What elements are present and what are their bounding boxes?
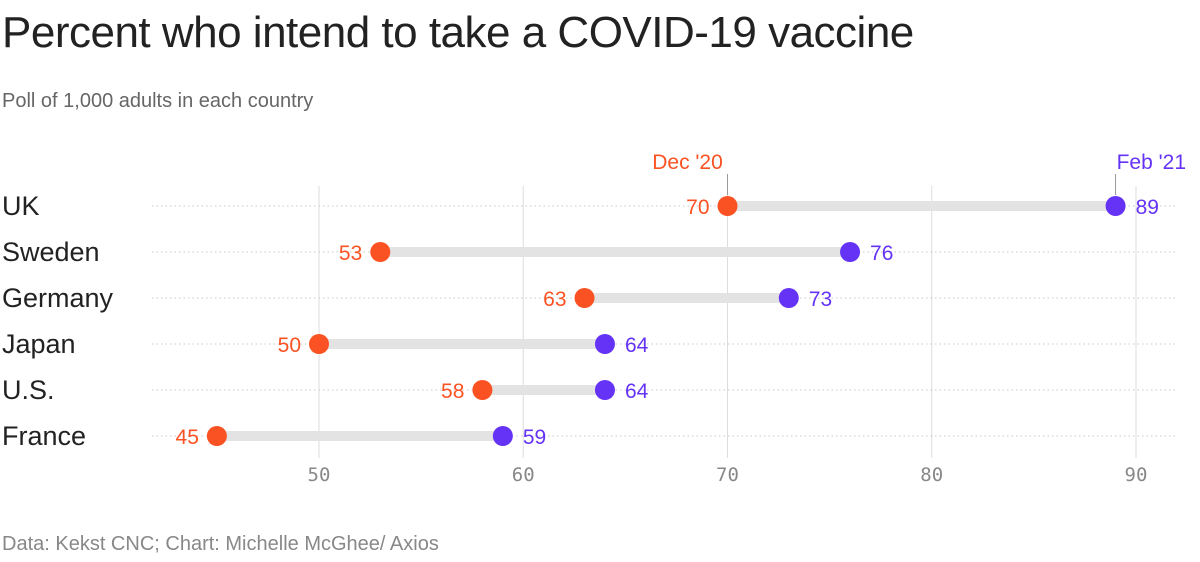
value-label-dec: 50 <box>278 334 301 357</box>
series-label-feb: Feb '21 <box>1117 151 1186 174</box>
x-tick-label: 80 <box>920 464 943 486</box>
series-labels: Dec '20 Feb '21 <box>652 151 1186 195</box>
category-label: U.S. <box>2 375 55 405</box>
value-label-dec: 70 <box>686 196 709 219</box>
row-sweden: Sweden 53 76 <box>2 237 1178 267</box>
value-label-dec: 53 <box>339 242 362 265</box>
category-label: France <box>2 421 86 451</box>
source-note: Data: Kekst CNC; Chart: Michelle McGhee/… <box>2 533 439 555</box>
dot-dec <box>206 426 227 446</box>
category-label: Sweden <box>2 237 100 267</box>
x-tick-label: 50 <box>308 464 331 486</box>
x-axis-ticks: 50 60 70 80 90 <box>308 464 1148 486</box>
value-label-feb: 89 <box>1136 196 1159 219</box>
dot-dec <box>717 196 738 216</box>
dot-feb <box>594 380 615 400</box>
row-france: France 45 59 <box>2 421 1178 451</box>
row-japan: Japan 50 64 <box>2 329 1178 359</box>
row-germany: Germany 63 73 <box>2 283 1178 313</box>
dot-feb <box>840 242 861 262</box>
category-label: Germany <box>2 283 114 313</box>
value-label-feb: 76 <box>870 242 893 265</box>
dot-dec <box>574 288 595 308</box>
value-label-feb: 73 <box>809 288 832 311</box>
category-label: UK <box>2 191 40 221</box>
dot-dec <box>309 334 329 354</box>
category-label: Japan <box>2 329 76 359</box>
dot-feb <box>594 334 615 354</box>
gridlines <box>318 186 1137 458</box>
series-label-dec: Dec '20 <box>652 151 723 174</box>
value-label-dec: 58 <box>441 380 464 403</box>
chart-subtitle: Poll of 1,000 adults in each country <box>2 90 314 112</box>
value-label-dec: 63 <box>543 288 566 311</box>
value-label-feb: 59 <box>523 426 546 449</box>
x-tick-label: 60 <box>512 464 535 486</box>
dot-feb <box>778 288 799 308</box>
x-tick-label: 70 <box>716 464 739 486</box>
dot-dec <box>370 242 391 262</box>
row-uk: UK 70 89 <box>2 191 1178 221</box>
dot-dec <box>472 380 493 400</box>
value-label-dec: 45 <box>176 426 199 449</box>
row-us: U.S. 58 64 <box>2 375 1178 405</box>
dot-feb <box>492 426 513 446</box>
chart-title: Percent who intend to take a COVID-19 va… <box>2 8 914 57</box>
value-label-feb: 64 <box>625 380 649 403</box>
value-label-feb: 64 <box>625 334 649 357</box>
x-tick-label: 90 <box>1125 464 1148 486</box>
dot-feb <box>1105 196 1126 216</box>
